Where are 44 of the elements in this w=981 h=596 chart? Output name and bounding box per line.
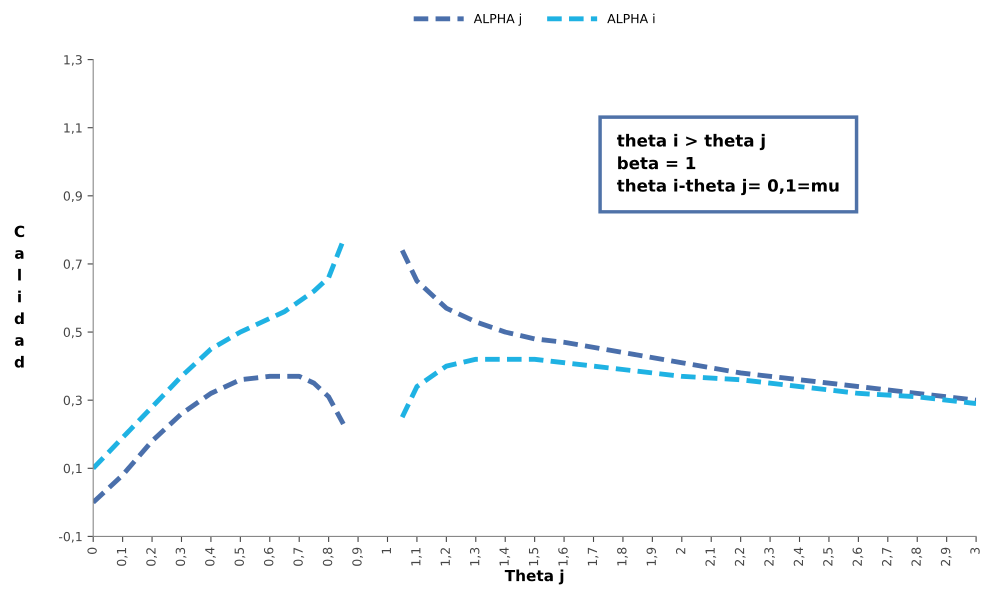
- y-axis-title: Calidad: [14, 226, 24, 368]
- x-tick-label: 1,4: [500, 548, 510, 566]
- x-tick-label: 0,4: [205, 548, 216, 566]
- x-tick-label: 2,8: [911, 548, 922, 566]
- x-tick-label: 2,4: [794, 548, 804, 566]
- y-tick-label: 0,5: [64, 328, 82, 338]
- x-tick-label: 0,6: [264, 548, 275, 566]
- x-tick-label: 1,3: [470, 548, 481, 566]
- y-tick-label: 0,1: [64, 464, 82, 474]
- x-tick-label: 2,1: [705, 548, 716, 566]
- x-tick-label: 2,3: [764, 548, 775, 566]
- y-tick-label: -0,1: [59, 532, 82, 543]
- y-tick-label: 0,3: [64, 396, 82, 406]
- x-tick-label: 0,3: [176, 548, 186, 566]
- annotation: theta i > theta j beta = 1 theta i-theta j= 0,1=mu: [616, 134, 838, 196]
- x-tick-label: 0: [87, 548, 97, 554]
- x-tick-label: 2,2: [734, 548, 746, 566]
- x-tick-label: 2,5: [823, 548, 834, 566]
- x-tick-label: 3: [970, 548, 980, 554]
- x-tick-label: 1,2: [440, 548, 452, 566]
- x-tick-label: 1,1: [411, 548, 422, 566]
- x-tick-label: 0,7: [293, 548, 304, 566]
- y-tick-label: 1,1: [64, 123, 82, 134]
- x-tick-label: 1,7: [588, 548, 598, 566]
- x-tick-label: 1,8: [617, 548, 628, 566]
- x-tick-label: 0,8: [322, 548, 334, 566]
- legend-label: ALPHA i: [607, 14, 654, 24]
- x-tick-label: 0,9: [352, 548, 363, 566]
- x-tick-label: 0,2: [146, 548, 157, 566]
- x-tick-label: 0,5: [234, 548, 246, 566]
- x-tick-label: 1,6: [558, 548, 569, 566]
- x-tick-label: 1: [382, 548, 391, 554]
- y-tick-label: 0,7: [64, 259, 82, 270]
- y-tick-label: 1,3: [64, 55, 82, 66]
- x-tick-label: 1,9: [646, 548, 658, 566]
- x-tick-label: 2: [676, 548, 686, 554]
- x-axis-title: Theta j: [504, 569, 564, 584]
- y-tick-label: 0,9: [64, 191, 82, 202]
- x-tick-label: 2,6: [852, 548, 864, 566]
- x-tick-label: 0,1: [116, 548, 128, 566]
- x-tick-label: 1,5: [528, 548, 540, 566]
- x-tick-label: 2,9: [940, 548, 952, 566]
- x-tick-label: 2,7: [882, 548, 893, 566]
- legend-label: ALPHA j: [474, 14, 521, 26]
